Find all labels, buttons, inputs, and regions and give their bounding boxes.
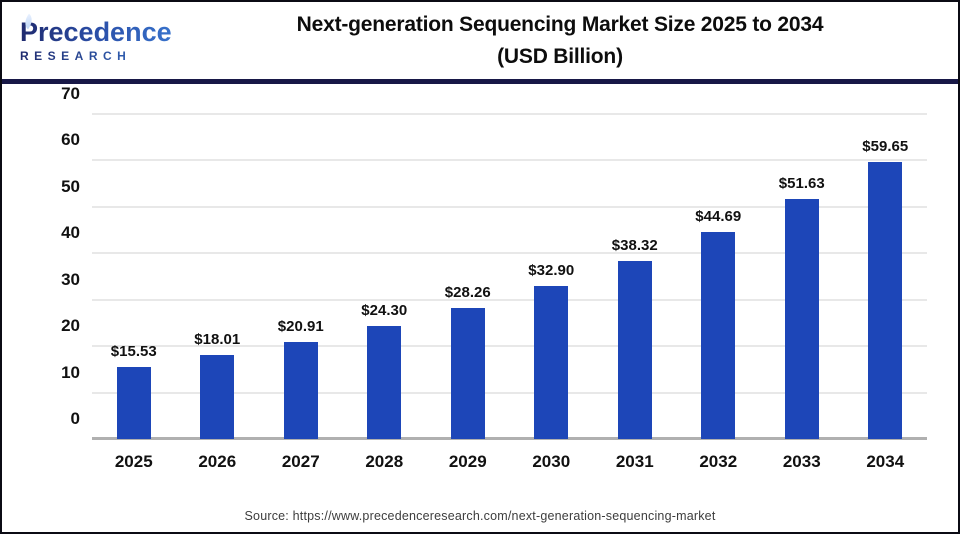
bar-2030 [534,286,569,439]
chart-panel: 0 10 20 30 40 50 60 70 $15.53 $18.01 $20.91 $24.30… [2,84,958,532]
y-tick-label: 0 [70,409,80,428]
bar-value-label: $18.01 [194,331,241,349]
gridline [92,205,927,208]
bar-value-label: $44.69 [695,207,742,225]
bar-slot: $28.26 [426,114,510,439]
header: Precedence RESEARCH Next-generation Sequ… [2,2,958,79]
bar-value-label: $32.90 [528,262,575,280]
gridline [92,113,927,115]
bar-value-label: $24.30 [361,302,408,320]
y-tick-label: 50 [61,176,80,196]
bar-2031 [617,261,652,439]
bar-slot: $59.65 [844,114,928,439]
bar-2034 [868,162,903,439]
logo-subtitle: RESEARCH [20,49,192,63]
header-divider [2,79,958,84]
x-tick-label: 2031 [615,452,654,471]
bar-value-label: $59.65 [862,138,909,156]
x-tick-label: 2029 [448,452,487,471]
bar-slot: $51.63 [760,114,844,439]
gridline [92,159,927,162]
gridline [92,298,927,301]
x-tick-label: 2034 [866,452,905,471]
bar-2026 [200,355,235,439]
x-axis-line [92,437,927,440]
y-tick-label: 60 [61,130,80,150]
x-tick-label: 2026 [198,452,237,471]
y-tick-label: 30 [61,269,80,289]
logo-wordmark: Precedence [20,18,192,46]
bar-slot: $18.01 [176,114,260,439]
source-row: Source: https://www.precedenceresearch.c… [2,507,958,525]
title-line-1: Next-generation Sequencing Market Size 2… [296,13,824,36]
bar-slot: $38.32 [593,114,677,439]
bar-value-label: $20.91 [277,317,324,335]
plot-area: $15.53 $18.01 $20.91 $24.30 $28.26 $32.90 $38.… [92,113,928,440]
x-tick-label: 2033 [782,452,821,471]
x-axis-labels: 2025 2026 2027 2028 2029 2030 2031 2032 2033 2034 [92,452,927,478]
precedence-logo: Precedence RESEARCH [2,13,192,63]
y-tick-label: 10 [61,362,80,382]
bar-slot: $15.53 [92,114,176,439]
bar-2032 [701,231,736,439]
x-tick-label: 2030 [532,452,571,471]
bar-value-label: $15.53 [110,342,157,360]
x-tick-label: 2027 [281,452,320,471]
x-tick-label: 2028 [365,452,404,471]
y-tick-label: 20 [61,316,80,336]
title-line-2: (USD Billion) [497,44,623,68]
bar-slot: $44.69 [677,114,761,439]
y-tick-label: 70 [61,84,80,103]
bar-value-label: $28.26 [444,283,491,301]
source-text: Source: https://www.precedenceresearch.c… [244,509,716,523]
bar-2033 [784,199,819,439]
bar-2025 [116,366,151,439]
bar-value-label: $38.32 [611,237,658,255]
bar-slot: $24.30 [343,114,427,439]
page-title: Next-generation Sequencing Market Size 2… [192,9,958,72]
bar-2029 [450,307,485,439]
gridline [92,345,927,348]
x-tick-label: 2025 [114,452,153,471]
y-tick-label: 40 [61,223,80,243]
gridline [92,391,927,394]
bar-2027 [283,341,318,439]
x-tick-label: 2032 [699,452,738,471]
bar-value-label: $51.63 [778,175,825,193]
y-axis-labels: 0 10 20 30 40 50 60 70 [30,84,80,439]
gridline [92,252,927,255]
bar-2028 [367,326,402,439]
bar-slot: $20.91 [259,114,343,439]
bar-slot: $32.90 [510,114,594,439]
